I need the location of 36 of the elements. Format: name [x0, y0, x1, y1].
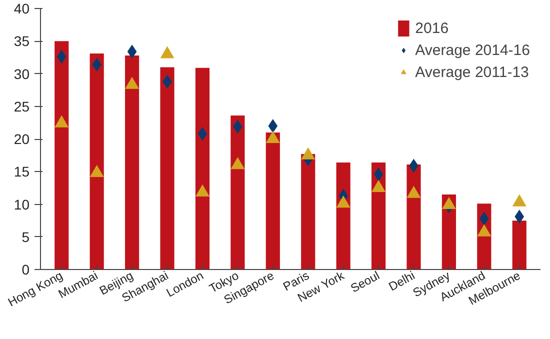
point	[230, 157, 245, 170]
point	[406, 186, 421, 198]
y-tick-label: 20	[14, 131, 30, 147]
bar	[160, 67, 174, 270]
point	[54, 115, 69, 128]
y-tick-label: 0	[22, 262, 30, 278]
bar	[230, 116, 245, 270]
point	[336, 196, 350, 208]
bar	[90, 54, 104, 270]
bar	[54, 41, 69, 270]
bar	[442, 194, 456, 270]
bar	[301, 154, 316, 270]
bar	[336, 162, 350, 270]
bar	[266, 132, 280, 270]
point	[477, 224, 492, 236]
y-tick-label: 40	[14, 0, 30, 16]
legend-label: Average 2014-16	[415, 42, 530, 58]
y-tick-label: 10	[14, 196, 30, 212]
y-tick-label: 25	[14, 98, 30, 114]
point	[442, 196, 456, 209]
bar	[195, 68, 210, 270]
point	[195, 184, 210, 197]
point	[266, 130, 280, 144]
point	[301, 147, 316, 160]
y-tick-label: 15	[14, 164, 30, 180]
point	[90, 164, 104, 177]
legend-label: 2016	[415, 20, 449, 36]
point	[512, 194, 526, 206]
y-tick-label: 5	[22, 228, 30, 245]
bar	[406, 164, 421, 270]
y-tick-label: 30	[14, 66, 30, 82]
point	[372, 180, 386, 192]
y-tick-label: 35	[14, 33, 30, 50]
bar	[125, 55, 140, 270]
bar	[512, 220, 526, 270]
legend-label: Average 2011-13	[415, 64, 529, 80]
